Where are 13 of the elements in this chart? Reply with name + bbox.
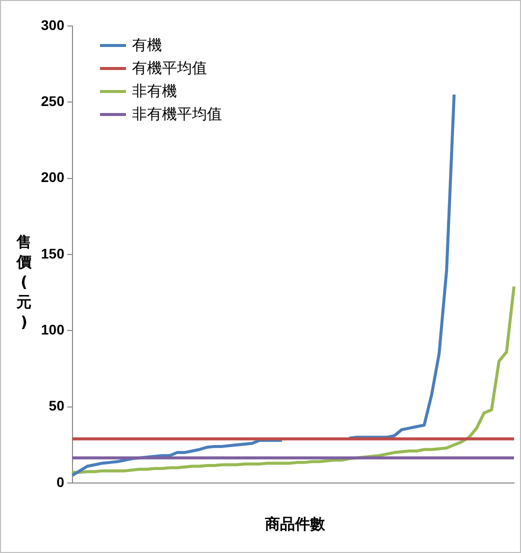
x-axis-title: 商品件數: [264, 515, 326, 534]
legend-label: 有機平均值: [132, 59, 207, 78]
y-tick-label: 150: [41, 245, 65, 262]
y-tick-label: 50: [48, 398, 65, 414]
y-axis-title: 售價(元): [15, 232, 32, 332]
legend-label: 有機: [132, 36, 162, 55]
y-tick-label: 100: [41, 322, 65, 338]
legend-label: 非有機平均值: [132, 105, 222, 124]
y-tick-label: 300: [41, 16, 65, 33]
y-tick-label: 200: [41, 169, 65, 186]
y-tick-label: 250: [41, 93, 65, 110]
y-tick-label: 0: [56, 474, 65, 490]
legend-label: 非有機: [132, 82, 177, 101]
